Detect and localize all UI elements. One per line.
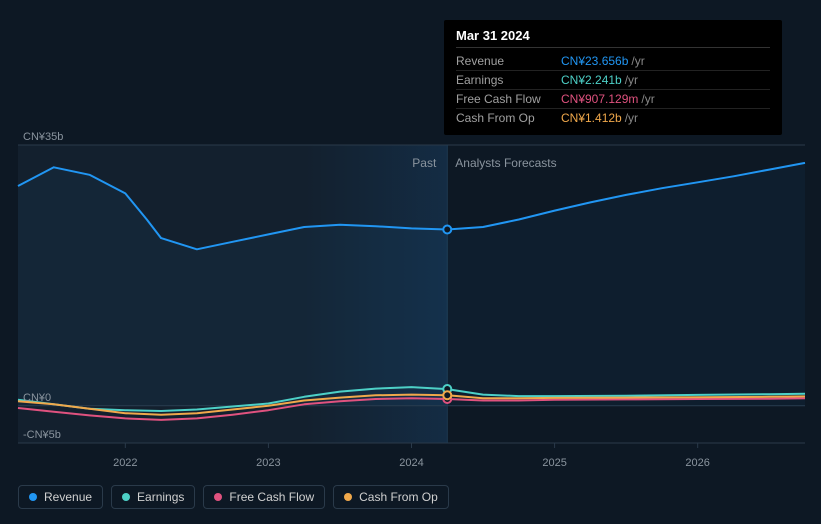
legend-item-fcf[interactable]: Free Cash Flow [203, 485, 325, 509]
tooltip-metric-unit: /yr [631, 54, 644, 68]
data-tooltip: Mar 31 2024 RevenueCN¥23.656b/yrEarnings… [444, 20, 782, 135]
tooltip-metric-label: Revenue [456, 54, 561, 68]
legend-dot-icon [214, 493, 222, 501]
tooltip-row: EarningsCN¥2.241b/yr [456, 71, 770, 90]
y-axis-label: CN¥35b [23, 131, 63, 143]
legend-dot-icon [29, 493, 37, 501]
x-axis-label: 2025 [542, 457, 566, 469]
legend-dot-icon [344, 493, 352, 501]
tooltip-metric-value: CN¥2.241b [561, 73, 622, 87]
legend-label: Cash From Op [359, 490, 438, 504]
tooltip-metric-label: Free Cash Flow [456, 92, 561, 106]
legend-label: Revenue [44, 490, 92, 504]
tooltip-row: RevenueCN¥23.656b/yr [456, 52, 770, 71]
legend-item-revenue[interactable]: Revenue [18, 485, 103, 509]
legend-item-cfo[interactable]: Cash From Op [333, 485, 449, 509]
tooltip-date: Mar 31 2024 [456, 28, 770, 48]
tooltip-metric-label: Cash From Op [456, 111, 561, 125]
x-axis-label: 2023 [256, 457, 280, 469]
x-axis-label: 2022 [113, 457, 137, 469]
tooltip-metric-unit: /yr [641, 92, 654, 106]
x-axis-label: 2026 [685, 457, 709, 469]
y-axis-label: -CN¥5b [23, 429, 61, 441]
tooltip-metric-value: CN¥1.412b [561, 111, 622, 125]
forecast-label: Analysts Forecasts [455, 156, 556, 170]
legend-dot-icon [122, 493, 130, 501]
x-axis-label: 2024 [399, 457, 423, 469]
financial-chart: { "chart": { "type": "line", "width": 82… [0, 0, 821, 524]
tooltip-metric-value: CN¥23.656b [561, 54, 628, 68]
legend: Revenue Earnings Free Cash Flow Cash From O… [18, 485, 449, 509]
y-axis-label: CN¥0 [23, 392, 51, 404]
past-label: Past [412, 156, 436, 170]
tooltip-metric-unit: /yr [625, 111, 638, 125]
tooltip-metric-label: Earnings [456, 73, 561, 87]
tooltip-row: Cash From OpCN¥1.412b/yr [456, 109, 770, 127]
legend-label: Free Cash Flow [229, 490, 314, 504]
tooltip-metric-value: CN¥907.129m [561, 92, 638, 106]
legend-label: Earnings [137, 490, 184, 504]
tooltip-metric-unit: /yr [625, 73, 638, 87]
legend-item-earnings[interactable]: Earnings [111, 485, 195, 509]
tooltip-row: Free Cash FlowCN¥907.129m/yr [456, 90, 770, 109]
